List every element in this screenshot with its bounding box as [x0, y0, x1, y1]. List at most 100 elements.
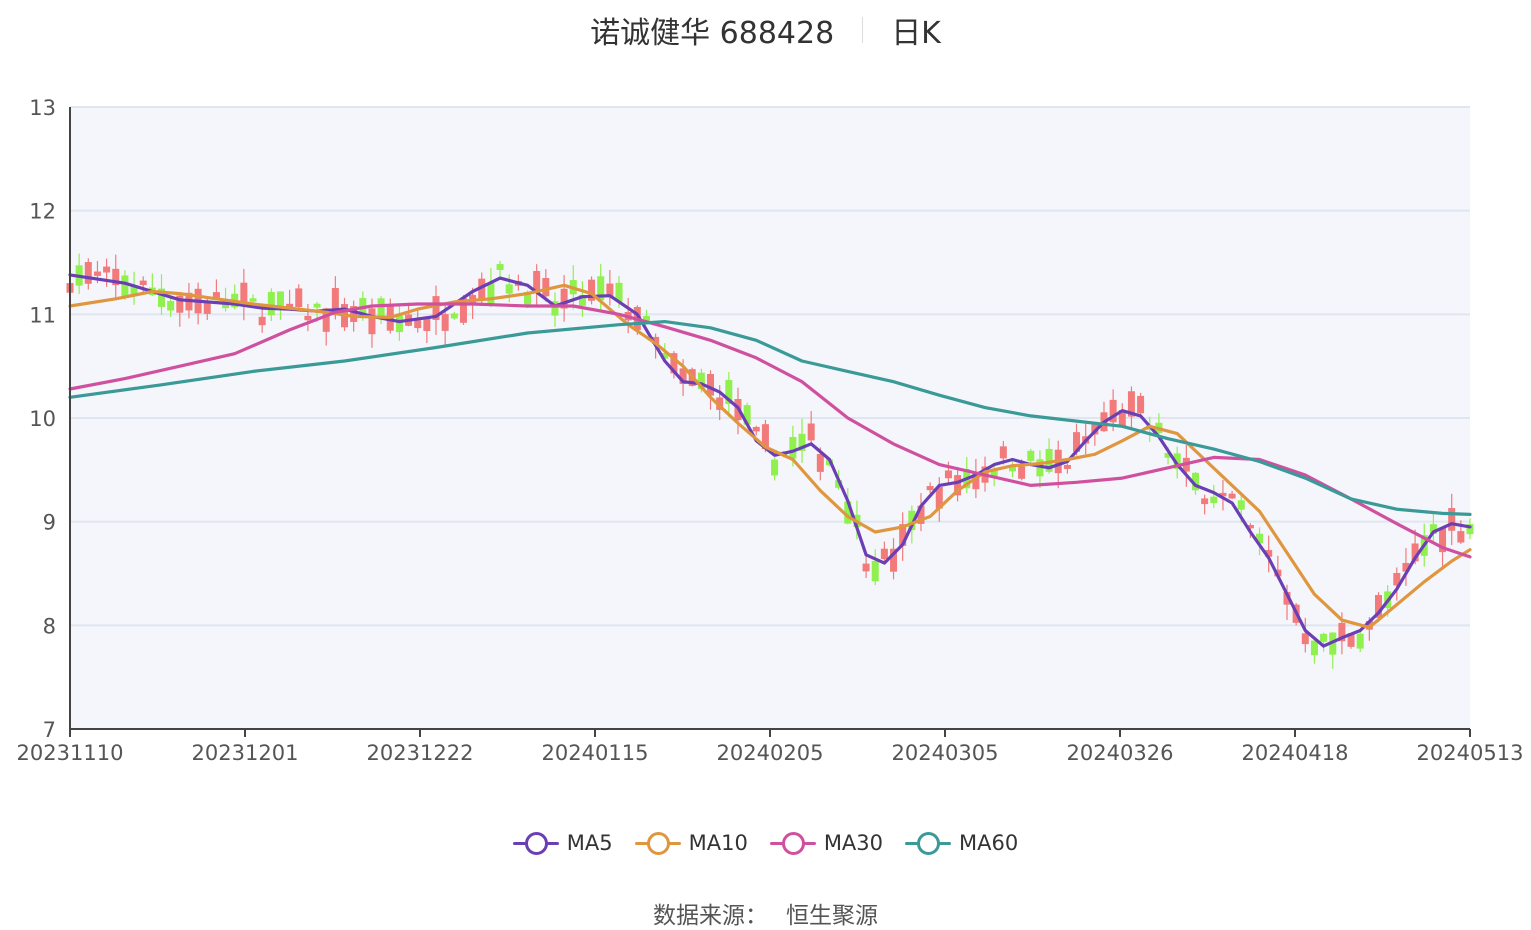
candle-body [1018, 466, 1026, 479]
candle-body [487, 283, 495, 305]
candle-body [1246, 524, 1254, 529]
candle-body [1283, 591, 1291, 605]
candle-body [954, 475, 962, 496]
candle-body [798, 433, 806, 451]
candle-body [1109, 399, 1117, 423]
legend-label: MA60 [959, 831, 1019, 855]
legend-item-ma60[interactable]: MA60 [905, 831, 1018, 855]
period-label: 日K [891, 16, 941, 51]
candle-body [533, 270, 541, 292]
candle-body [350, 306, 358, 322]
candle-body [661, 352, 669, 359]
candle-body [560, 288, 568, 309]
candle-body [1301, 633, 1309, 645]
legend-swatch [905, 831, 952, 855]
candle-body [304, 315, 312, 321]
candle-body [377, 298, 385, 317]
candle-body [450, 313, 458, 319]
legend-label: MA30 [823, 831, 884, 855]
candle-body [322, 308, 330, 332]
candle-body [1137, 395, 1145, 414]
candle-body [716, 397, 724, 410]
title-separator [862, 17, 864, 43]
candle-body [1127, 391, 1135, 417]
candle-body [167, 300, 175, 311]
x-tick-label: 20240418 [1242, 741, 1349, 765]
candle-body [1429, 524, 1437, 535]
candle-body [1191, 472, 1199, 491]
candle-body [908, 510, 916, 531]
x-tick-label: 20231222 [367, 741, 474, 765]
candle-body [1466, 524, 1474, 535]
candle-body [1219, 492, 1227, 497]
candle-body [414, 320, 422, 329]
candle-body [1164, 452, 1172, 458]
candle-body [597, 276, 605, 301]
candle-body [789, 437, 797, 459]
candle-body [642, 315, 650, 323]
candle-body [84, 262, 92, 284]
kline-chart: 7 8 9 10 11 12 13 20231110 20231201 20231222 20240… [17, 96, 1524, 765]
candle-body [615, 282, 623, 302]
candle-body [139, 280, 147, 286]
candle-body [1045, 448, 1053, 472]
candle-body [1310, 640, 1318, 656]
candle-body [1036, 459, 1044, 477]
candle-body [1402, 563, 1410, 572]
candle-body [222, 303, 230, 309]
candle-body [588, 279, 596, 301]
chart-title: 诺诚健华 688428 日K [0, 8, 1531, 52]
candle-body [1320, 633, 1328, 642]
candle-body [112, 268, 120, 286]
candle-body [441, 314, 449, 331]
legend-item-ma30[interactable]: MA30 [769, 831, 884, 855]
candle-body [871, 560, 879, 582]
candle-body [697, 372, 705, 390]
candle-body [130, 286, 138, 297]
candle-body [1338, 622, 1346, 642]
candle-body [707, 374, 715, 396]
candle-body [972, 473, 980, 490]
y-tick-label: 13 [29, 96, 56, 120]
legend-swatch [634, 831, 681, 855]
legend-item-ma5[interactable]: MA5 [512, 831, 613, 855]
candle-body [1073, 432, 1081, 452]
candle-body [771, 459, 779, 476]
candle-body [1228, 493, 1236, 499]
candle-body [1256, 533, 1264, 544]
candle-body [917, 505, 925, 524]
x-tick-label: 20240115 [542, 741, 649, 765]
legend-label: MA5 [566, 831, 613, 855]
legend-item-ma10[interactable]: MA10 [634, 831, 748, 855]
candle-body [103, 266, 111, 273]
candle-body [1356, 633, 1364, 649]
candle-body [999, 446, 1007, 459]
candle-body [761, 424, 769, 450]
candle-body [121, 275, 129, 298]
candle-body [725, 379, 733, 405]
candle-body [944, 470, 952, 479]
y-tick-label: 9 [43, 511, 56, 535]
candle-body [899, 524, 907, 546]
candle-body [240, 282, 248, 307]
x-tick-label: 20231201 [192, 741, 299, 765]
candle-body [816, 454, 824, 472]
candle-body [276, 291, 284, 306]
candle-body [203, 302, 211, 314]
candle-body [1008, 467, 1016, 472]
candle-body [1201, 498, 1209, 505]
candle-body [606, 283, 614, 297]
candle-body [158, 288, 166, 307]
candle-body [578, 294, 586, 306]
y-tick-label: 8 [43, 614, 56, 638]
candle-body [880, 548, 888, 560]
candle-body [258, 316, 266, 326]
candle-body [1265, 550, 1273, 557]
legend-swatch [769, 831, 816, 855]
stock-name: 诺诚健华 688428 [590, 16, 835, 51]
candle-body [807, 423, 815, 441]
legend: MA5 MA10 MA30 MA60 [0, 826, 1531, 860]
candle-body [93, 271, 101, 276]
candle-body [1439, 527, 1447, 553]
moving-averages [68, 273, 1472, 648]
